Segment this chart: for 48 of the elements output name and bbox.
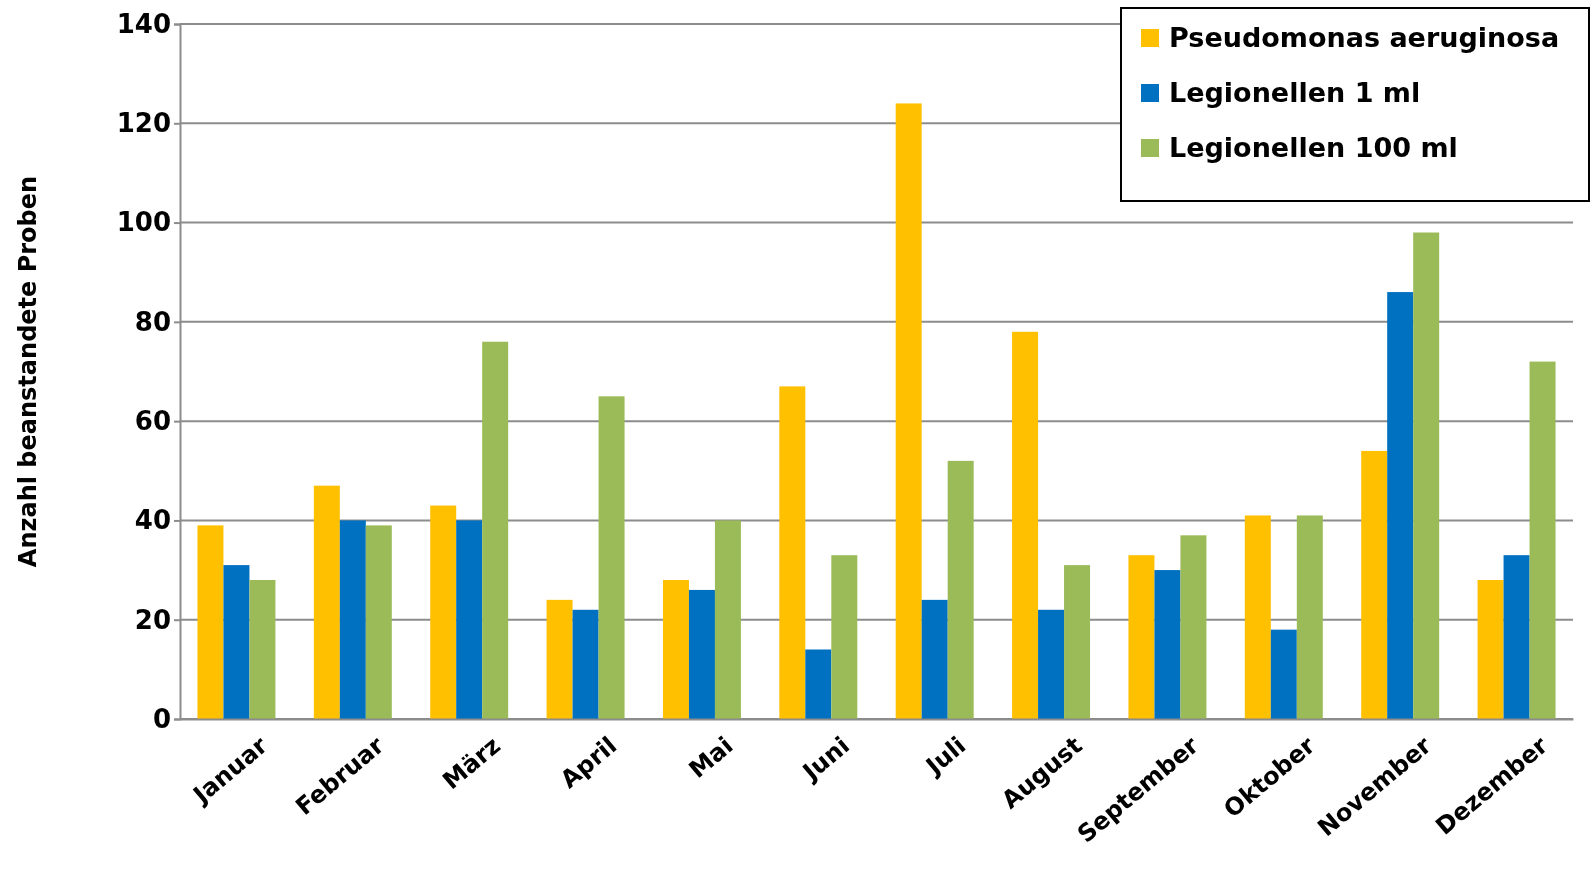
bar (1012, 331, 1039, 719)
bar (249, 580, 276, 719)
bar (430, 505, 457, 719)
bar (714, 520, 741, 719)
bar (662, 580, 689, 719)
y-tick-label: 0 (152, 703, 171, 734)
bar (1154, 570, 1181, 719)
bar (1477, 580, 1504, 719)
y-tick-label: 20 (134, 604, 171, 635)
bar (313, 485, 340, 719)
y-tick-label: 140 (116, 8, 171, 39)
y-tick-label: 40 (134, 505, 171, 536)
bar (1387, 292, 1414, 719)
bar (1244, 515, 1271, 719)
legend-label: Pseudomonas aeruginosa (1169, 22, 1560, 54)
bar (339, 520, 366, 719)
y-tick-label: 120 (116, 108, 171, 139)
bar (688, 589, 715, 719)
bar (546, 599, 573, 719)
bar (1296, 515, 1323, 719)
bar (779, 386, 806, 719)
bar (1128, 555, 1155, 719)
y-tick-label: 100 (116, 207, 171, 238)
bar (895, 103, 922, 719)
bar (831, 555, 858, 719)
bar (1361, 450, 1388, 719)
bar (1064, 565, 1091, 719)
legend-label: Legionellen 100 ml (1169, 132, 1458, 164)
bar (1270, 629, 1297, 719)
bar (947, 460, 974, 719)
bar (482, 341, 509, 719)
bar (456, 520, 483, 719)
y-tick-label: 80 (134, 306, 171, 337)
bar (1180, 535, 1207, 719)
bar (197, 525, 224, 719)
y-axis-title: Anzahl beanstandete Proben (14, 175, 42, 568)
y-tick-label: 60 (134, 405, 171, 436)
bar (921, 599, 948, 719)
bar (805, 649, 832, 719)
bar (365, 525, 392, 719)
legend-label: Legionellen 1 ml (1169, 77, 1421, 109)
bar (223, 565, 250, 719)
bar (1413, 232, 1440, 719)
bar (1529, 361, 1556, 719)
bar (1503, 555, 1530, 719)
bar (572, 609, 599, 719)
bar (598, 396, 625, 719)
bar (1038, 609, 1065, 719)
